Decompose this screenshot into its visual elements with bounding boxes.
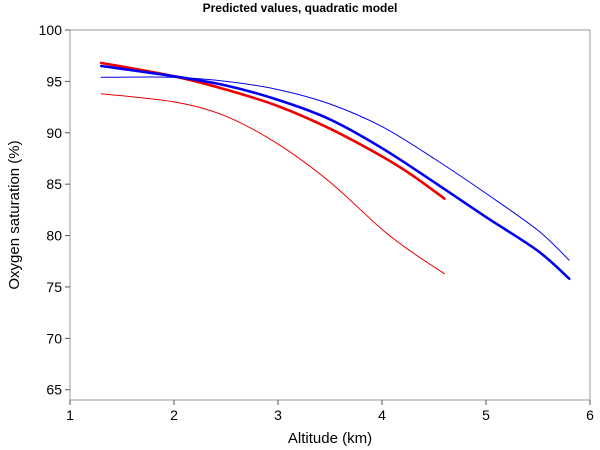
- x-tick-label: 1: [66, 407, 74, 423]
- x-tick-label: 6: [586, 407, 594, 423]
- y-tick-label: 85: [46, 176, 62, 192]
- x-tick-label: 3: [274, 407, 282, 423]
- x-tick-label: 4: [378, 407, 386, 423]
- y-tick-label: 95: [46, 73, 62, 89]
- y-tick-label: 90: [46, 125, 62, 141]
- series-line-4: [100, 76, 570, 261]
- y-axis: 65 70 75 80 85 90 95 100: [39, 22, 70, 398]
- y-tick-label: 100: [39, 22, 63, 38]
- chart-title: Predicted values, quadratic model: [203, 1, 398, 15]
- plot-frame: [69, 29, 591, 401]
- y-tick-label: 80: [46, 228, 62, 244]
- x-axis-label: Altitude (km): [288, 430, 372, 447]
- y-tick-label: 70: [46, 330, 62, 346]
- x-tick-label: 2: [170, 407, 178, 423]
- y-axis-label: Oxygen saturation (%): [6, 140, 23, 289]
- x-tick-label: 5: [482, 407, 490, 423]
- series-line-3: [99, 64, 571, 280]
- x-axis: 1 2 3 4 5 6: [66, 400, 594, 423]
- series-line-2: [100, 93, 445, 275]
- series-layer: [99, 61, 571, 280]
- y-tick-label: 75: [46, 279, 62, 295]
- y-tick-label: 65: [46, 382, 62, 398]
